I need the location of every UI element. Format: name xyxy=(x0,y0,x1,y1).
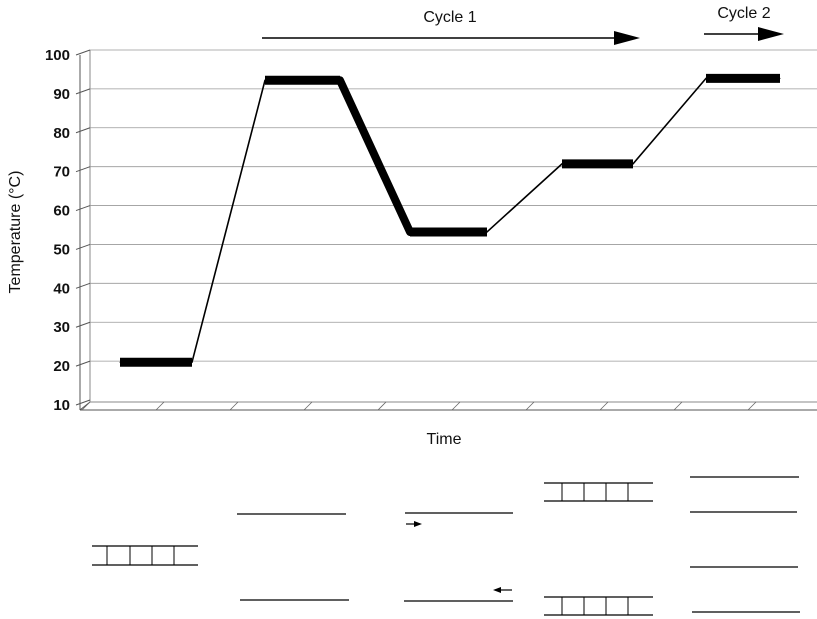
plot-frame xyxy=(79,50,817,411)
floor-tick xyxy=(747,401,757,411)
dna-cycle-2-strands xyxy=(690,476,800,613)
data-point xyxy=(409,231,411,233)
data-point xyxy=(339,79,341,81)
reverse-primer-arrow xyxy=(493,587,501,593)
y-axis-title: Temperature (°C) xyxy=(7,171,24,294)
y-tick-mark xyxy=(75,88,91,95)
data-point xyxy=(191,361,193,363)
floor-tick xyxy=(229,401,239,411)
floor-tick xyxy=(525,401,535,411)
y-tick-mark xyxy=(75,49,91,56)
dna-diagram xyxy=(92,476,800,616)
y-tick-label: 90 xyxy=(53,86,70,103)
data-point xyxy=(264,79,266,81)
floor-tick xyxy=(673,401,683,411)
floor-tick xyxy=(451,401,461,411)
y-axis-ticks: 10 20 30 40 50 60 70 80 90 100 xyxy=(45,47,91,414)
y-tick-label: 70 xyxy=(53,164,70,181)
floor-tick xyxy=(155,401,165,411)
y-tick-mark xyxy=(75,243,91,250)
y-tick-label: 100 xyxy=(45,47,70,64)
data-point xyxy=(732,77,734,79)
floor-ticks xyxy=(81,401,757,411)
y-tick-mark xyxy=(75,360,91,367)
dna-double-strand-3 xyxy=(544,596,653,616)
data-point xyxy=(119,361,121,363)
cycle-2-arrow-head xyxy=(758,27,784,41)
y-tick-mark xyxy=(75,321,91,328)
dna-double-strand-2 xyxy=(544,482,653,502)
floor-tick xyxy=(303,401,313,411)
ramp-segment xyxy=(336,76,414,236)
y-tick-label: 50 xyxy=(53,241,70,258)
y-tick-label: 20 xyxy=(53,358,70,375)
data-point xyxy=(561,163,563,165)
x-axis-title: Time xyxy=(427,431,462,448)
y-tick-label: 80 xyxy=(53,125,70,142)
y-tick-mark xyxy=(75,205,91,212)
dna-separated-strands xyxy=(237,513,349,601)
y-tick-mark xyxy=(75,282,91,289)
ramp-segment xyxy=(632,77,707,165)
gridlines xyxy=(90,49,817,362)
y-tick-label: 60 xyxy=(53,203,70,220)
y-tick-mark xyxy=(75,399,91,406)
y-tick-mark xyxy=(75,127,91,134)
data-point xyxy=(705,77,707,79)
floor-tick xyxy=(599,401,609,411)
y-tick-label: 30 xyxy=(53,319,70,336)
cycle-2-annotation: Cycle 2 xyxy=(704,5,784,41)
ramp-segment xyxy=(191,79,266,364)
cycle-1-arrow-head xyxy=(614,31,640,45)
data-point xyxy=(755,77,757,79)
cycle-1-label: Cycle 1 xyxy=(423,9,476,26)
cycle-2-label: Cycle 2 xyxy=(717,5,770,22)
floor-tick xyxy=(377,401,387,411)
y-tick-label: 40 xyxy=(53,280,70,297)
y-tick-mark xyxy=(75,166,91,173)
data-point xyxy=(779,77,781,79)
cycle-1-annotation: Cycle 1 xyxy=(262,9,640,45)
y-tick-label: 10 xyxy=(53,397,70,414)
dna-primer-annealing xyxy=(404,512,513,602)
data-point xyxy=(486,231,488,233)
data-point xyxy=(632,163,634,165)
dna-double-strand-1 xyxy=(92,545,198,566)
temperature-series xyxy=(119,73,781,367)
floor-tick xyxy=(81,401,91,411)
forward-primer-arrow xyxy=(414,521,422,527)
ramp-segment xyxy=(486,163,563,233)
